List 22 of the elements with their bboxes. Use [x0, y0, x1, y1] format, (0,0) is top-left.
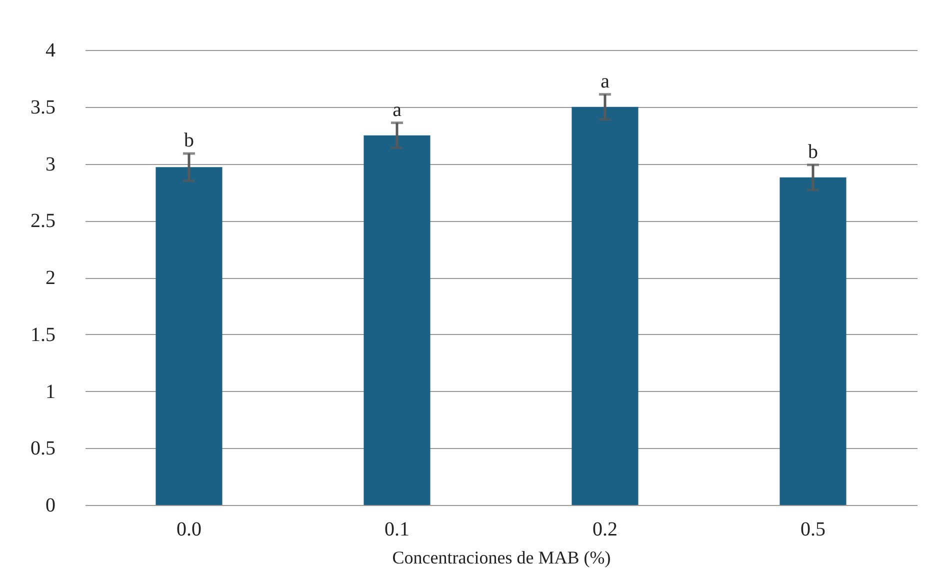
annotation: b	[808, 140, 818, 163]
y-tick-label: 2.5	[30, 210, 56, 232]
y-tick-label: 0	[46, 494, 56, 516]
y-tick-label: 3.5	[30, 96, 56, 118]
x-tick-label: 0.5	[800, 518, 826, 540]
bar	[364, 135, 430, 505]
annotation: a	[600, 70, 610, 92]
y-tick-label: 1.5	[30, 324, 56, 346]
bar	[572, 106, 638, 505]
bar	[156, 167, 222, 505]
annotation: b	[184, 130, 194, 152]
y-tick-label: 4	[46, 40, 56, 62]
bar	[780, 177, 846, 505]
x-axis-title: Concentraciones de MAB (%)	[392, 548, 611, 568]
x-tick-label: 0.0	[176, 518, 202, 540]
y-tick-label: 2	[46, 267, 56, 289]
x-tick-label: 0.2	[592, 518, 618, 540]
y-tick-label: 0.5	[30, 438, 56, 460]
y-tick-label: 1	[46, 380, 56, 403]
x-tick-label: 0.1	[384, 518, 410, 540]
y-tick-label: 3	[46, 153, 56, 176]
annotation: a	[392, 98, 402, 121]
